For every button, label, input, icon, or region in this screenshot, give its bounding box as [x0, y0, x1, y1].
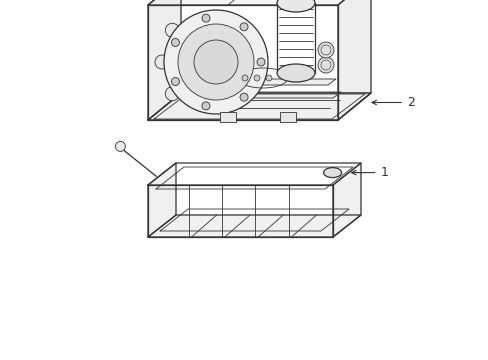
- Circle shape: [163, 10, 267, 114]
- Polygon shape: [332, 163, 360, 237]
- Polygon shape: [148, 185, 332, 237]
- Polygon shape: [148, 215, 360, 237]
- Polygon shape: [148, 5, 337, 120]
- Text: 2: 2: [406, 96, 414, 109]
- Polygon shape: [148, 0, 181, 120]
- Circle shape: [155, 55, 169, 69]
- Circle shape: [171, 39, 179, 46]
- Polygon shape: [148, 163, 360, 185]
- Bar: [280, 112, 295, 122]
- Polygon shape: [337, 0, 370, 120]
- Circle shape: [240, 23, 247, 31]
- Ellipse shape: [276, 64, 314, 82]
- Polygon shape: [148, 0, 370, 5]
- Polygon shape: [148, 163, 176, 237]
- Circle shape: [265, 75, 271, 81]
- Circle shape: [242, 75, 247, 81]
- Circle shape: [165, 23, 179, 37]
- Ellipse shape: [323, 168, 341, 177]
- Ellipse shape: [276, 0, 314, 12]
- Polygon shape: [218, 79, 335, 85]
- Circle shape: [202, 102, 209, 110]
- Text: 1: 1: [380, 166, 387, 179]
- Circle shape: [240, 93, 247, 101]
- Circle shape: [253, 75, 260, 81]
- Polygon shape: [148, 93, 370, 120]
- Circle shape: [257, 58, 264, 66]
- Circle shape: [202, 14, 209, 22]
- Circle shape: [171, 77, 179, 86]
- Circle shape: [317, 57, 333, 73]
- Circle shape: [115, 141, 125, 152]
- Circle shape: [317, 42, 333, 58]
- Bar: [220, 112, 236, 122]
- Circle shape: [165, 87, 179, 101]
- Circle shape: [178, 24, 253, 100]
- Circle shape: [194, 40, 238, 84]
